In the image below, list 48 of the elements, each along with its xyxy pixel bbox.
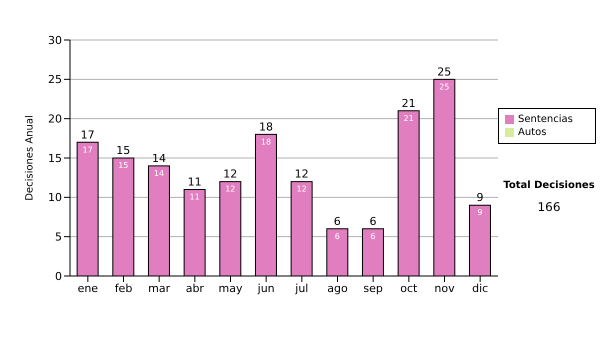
data-label: 12 [296,184,307,194]
total-label: 18 [258,120,273,134]
x-tick-label: mar [148,282,171,295]
y-axis-title: Decisiones Anual [24,115,36,201]
legend-label: Autos [518,127,546,138]
y-tick-label: 0 [55,270,62,283]
data-label: 9 [477,208,483,218]
data-label: 12 [225,184,236,194]
y-tick-label: 20 [48,112,62,126]
total-label: 12 [294,168,309,181]
data-label: 14 [154,168,164,178]
y-tick-label: 30 [48,34,62,47]
text: Total Decisiones [502,180,596,191]
x-tick-label: ago [327,282,348,295]
data-label: 25 [439,82,450,92]
data-label: 18 [260,137,272,146]
y-tick-label: 10 [48,191,62,204]
x-tick-label: jul [294,282,308,295]
total-label: 21 [402,96,416,110]
total-label: 14 [152,152,166,165]
x-tick-label: dic [472,282,488,295]
x-tick-label: abr [186,282,204,295]
total-label: 17 [80,128,95,142]
total-label: 6 [334,214,341,228]
text: 166 [536,200,562,214]
total-label: 15 [116,144,130,157]
total-label: 6 [369,214,376,228]
total-label: 12 [223,168,238,181]
y-tick-label: 15 [48,152,62,165]
x-tick-label: feb [114,282,132,295]
total-label: 9 [476,191,484,204]
y-tick-label: 25 [48,73,62,86]
data-label: 17 [82,145,93,154]
data-label: 6 [334,232,340,241]
x-tick-label: sep [363,282,383,295]
data-label: 15 [118,161,128,170]
data-label: 6 [370,232,376,241]
data-label: 11 [190,192,200,202]
legend-label: Sentencias [518,114,573,125]
data-label: 21 [404,114,414,123]
total-label: 11 [188,175,202,188]
x-tick-label: may [218,282,243,295]
x-tick-label: nov [434,282,456,295]
x-tick-label: jun [256,282,275,295]
y-tick-label: 5 [55,230,62,244]
x-tick-label: oct [400,282,418,295]
total-label: 25 [437,65,452,78]
x-tick-label: ene [78,282,98,295]
